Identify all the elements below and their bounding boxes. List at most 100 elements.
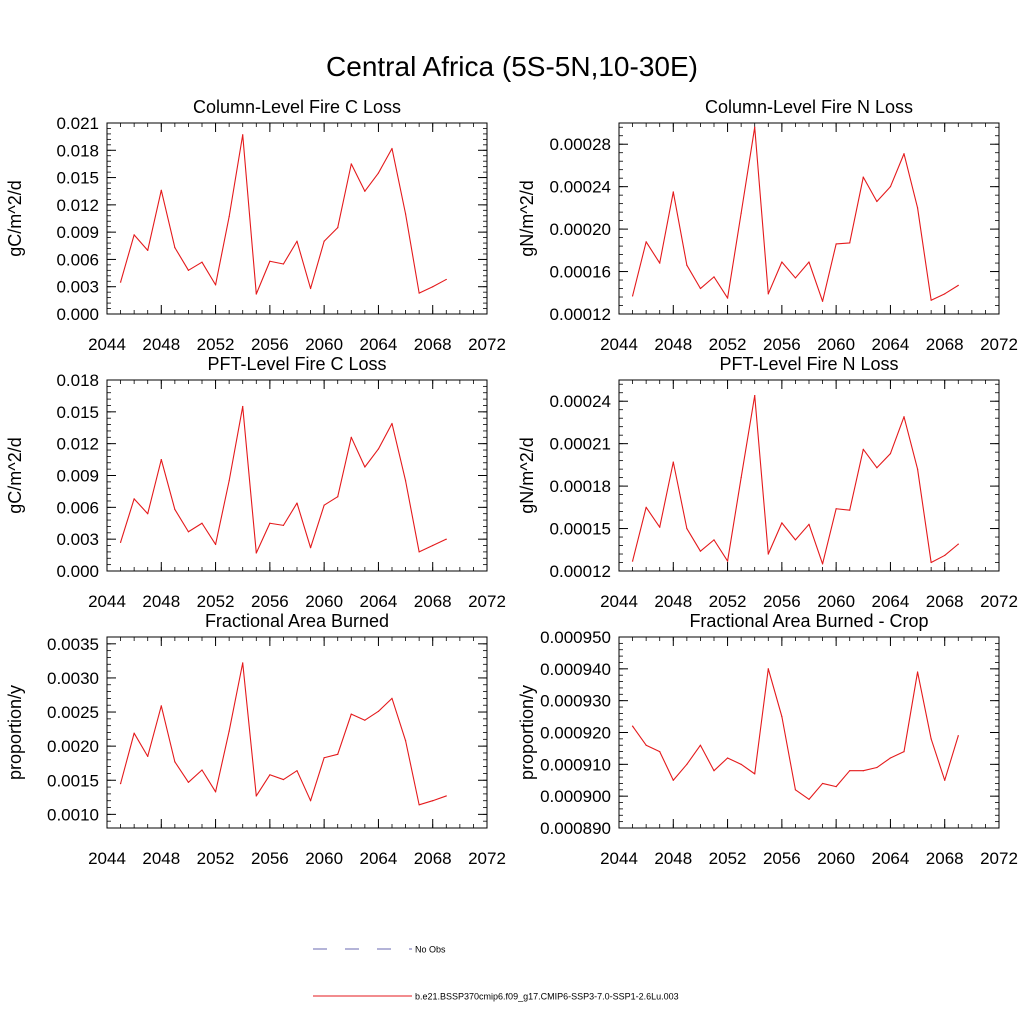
chart-panel-5: Fractional Area Burned proportion/y 2044 20… xyxy=(5,611,506,868)
data-point xyxy=(337,496,339,498)
data-point xyxy=(672,461,674,463)
data-point xyxy=(187,269,190,271)
plot-frame xyxy=(106,122,488,315)
data-point xyxy=(781,261,783,263)
y-tick-label: 0.021 xyxy=(56,114,99,133)
data-point xyxy=(228,216,230,218)
data-point xyxy=(713,276,715,278)
data-point xyxy=(726,560,729,562)
x-tick-label: 2068 xyxy=(414,849,452,868)
data-point xyxy=(835,508,837,510)
x-tick-label: 2072 xyxy=(468,335,506,354)
data-point xyxy=(849,770,851,772)
data-point xyxy=(862,448,864,450)
data-point xyxy=(214,543,217,546)
y-tick-label: 0.009 xyxy=(56,467,99,486)
data-point xyxy=(337,226,339,229)
data-point xyxy=(889,757,892,759)
x-tick-label: 2068 xyxy=(926,592,964,611)
y-axis-label: proportion/y xyxy=(517,685,537,780)
data-point xyxy=(821,563,824,565)
data-point xyxy=(255,795,257,797)
plot-frame xyxy=(106,379,488,572)
data-point xyxy=(377,710,380,712)
data-point xyxy=(808,523,810,525)
data-point xyxy=(228,480,230,482)
data-point xyxy=(147,755,149,757)
data-point xyxy=(296,240,298,242)
y-axis-label: gN/m^2/d xyxy=(517,437,537,513)
data-point xyxy=(119,281,122,283)
data-point xyxy=(631,725,634,727)
chart-panel-2: Column-Level Fire N Loss gN/m^2/d 2044 2048… xyxy=(517,97,1018,354)
x-tick-label: 2064 xyxy=(360,849,398,868)
data-point xyxy=(903,153,905,155)
y-tick-label: 0.012 xyxy=(56,196,99,215)
data-point xyxy=(944,554,946,557)
y-tick-label: 0.000910 xyxy=(540,755,611,774)
data-point xyxy=(944,779,946,781)
data-point xyxy=(903,416,905,418)
data-point xyxy=(337,753,339,755)
data-point xyxy=(699,287,702,290)
x-tick-label: 2056 xyxy=(763,592,801,611)
x-tick-label: 2056 xyxy=(251,592,289,611)
x-tick-label: 2068 xyxy=(926,335,964,354)
data-point xyxy=(432,544,434,547)
data-point xyxy=(160,705,162,707)
data-point xyxy=(323,757,325,759)
data-point xyxy=(282,263,285,265)
data-point xyxy=(187,531,190,533)
data-point xyxy=(309,800,312,802)
y-tick-label: 0.00021 xyxy=(550,435,611,454)
y-axis-label: gC/m^2/d xyxy=(5,180,25,256)
data-point xyxy=(323,504,325,506)
data-point xyxy=(269,522,271,524)
x-tick-label: 2052 xyxy=(197,335,235,354)
data-point xyxy=(876,200,878,203)
panel-title: PFT-Level Fire N Loss xyxy=(719,354,898,374)
data-point xyxy=(794,277,797,279)
y-tick-label: 0.000890 xyxy=(540,819,611,838)
data-point xyxy=(201,769,203,771)
y-tick-label: 0.0015 xyxy=(47,771,99,790)
data-point xyxy=(119,783,122,785)
y-tick-label: 0.00012 xyxy=(550,562,611,581)
data-point xyxy=(821,300,824,302)
data-point xyxy=(187,781,190,783)
data-point xyxy=(133,234,135,236)
y-tick-label: 0.0025 xyxy=(47,703,99,722)
x-tick-label: 2048 xyxy=(654,335,692,354)
x-tick-label: 2060 xyxy=(305,849,343,868)
y-tick-label: 0.015 xyxy=(56,169,99,188)
data-point xyxy=(781,715,783,718)
data-point xyxy=(364,466,366,468)
data-point xyxy=(160,458,162,461)
x-tick-label: 2064 xyxy=(872,849,910,868)
y-tick-label: 0.0030 xyxy=(47,669,99,688)
series-line xyxy=(632,668,959,800)
data-point xyxy=(699,744,702,746)
x-tick-label: 2056 xyxy=(763,335,801,354)
chart-panel-6: Fractional Area Burned - Crop proportion/… xyxy=(517,611,1018,868)
x-tick-label: 2044 xyxy=(88,335,126,354)
y-tick-label: 0.00024 xyxy=(550,178,611,197)
x-tick-label: 2068 xyxy=(926,849,964,868)
data-point xyxy=(445,795,447,797)
data-point xyxy=(889,452,892,455)
data-point xyxy=(713,539,715,541)
data-point xyxy=(269,260,271,262)
y-tick-label: 0.00028 xyxy=(550,135,611,154)
data-point xyxy=(808,798,810,800)
x-tick-label: 2072 xyxy=(980,335,1018,354)
data-point xyxy=(713,770,715,772)
series-line xyxy=(120,134,447,295)
data-point xyxy=(754,394,756,397)
data-point xyxy=(726,757,729,759)
y-tick-label: 0.006 xyxy=(56,498,99,517)
panel-title: Fractional Area Burned xyxy=(205,611,389,631)
panel-title: PFT-Level Fire C Loss xyxy=(207,354,386,374)
data-point xyxy=(418,292,420,294)
x-tick-label: 2072 xyxy=(468,849,506,868)
data-point xyxy=(686,763,688,765)
